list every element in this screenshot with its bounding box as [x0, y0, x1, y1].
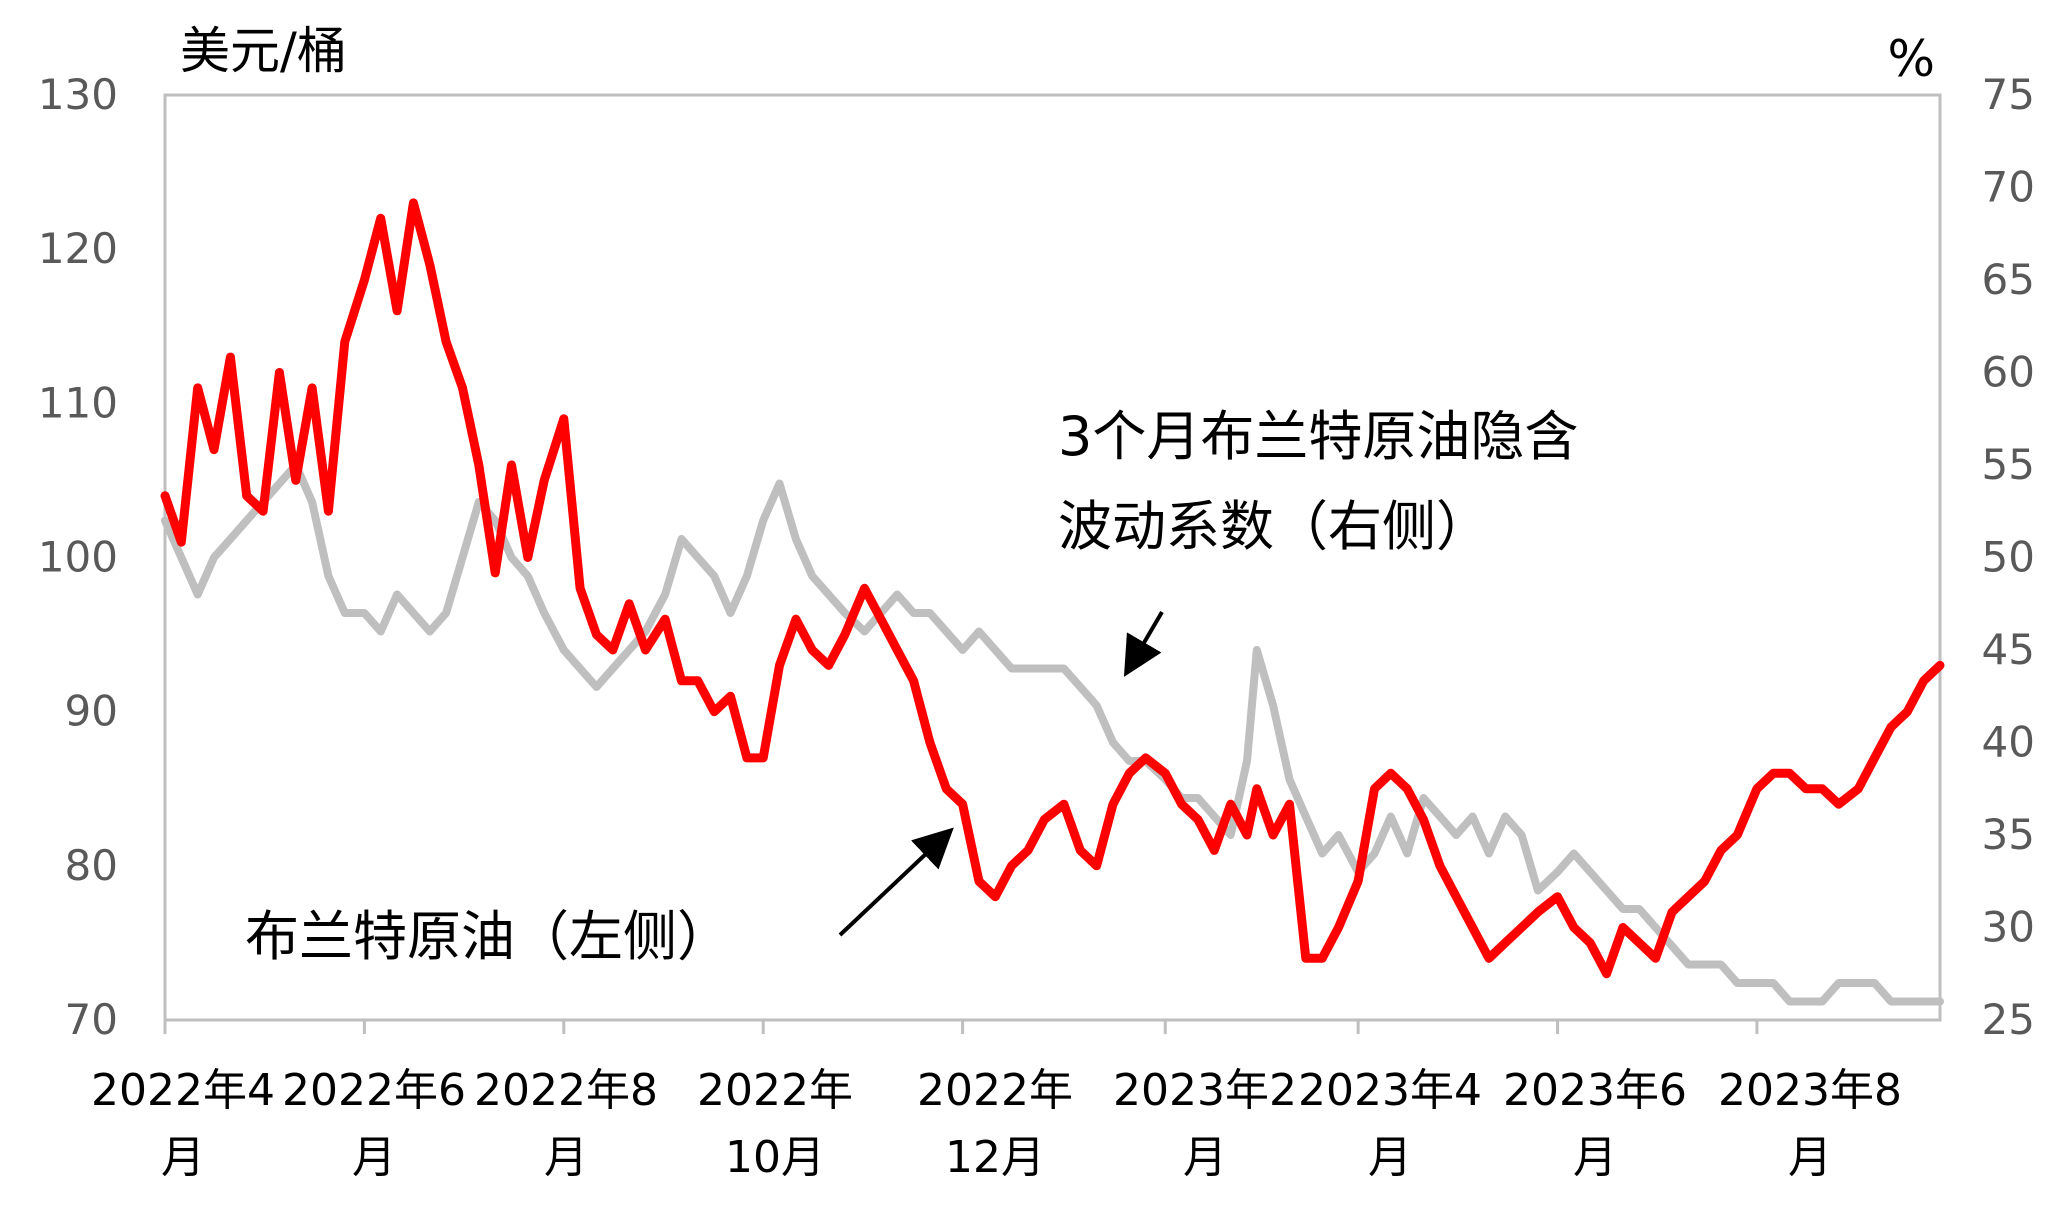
plot-frame	[163, 93, 1942, 1022]
right-axis-unit: %	[1887, 30, 1935, 88]
x-tick-label-line2: 月	[544, 1132, 588, 1183]
x-tick-label-line2: 月	[161, 1132, 205, 1183]
x-tick-label-line1: 2023年6	[1503, 1065, 1687, 1116]
right-tick-label: 75	[1982, 70, 2035, 119]
x-tick-label-line1: 2022年8	[474, 1065, 658, 1116]
x-axis: 2022年4 月 2022年6 月 2022年8 月 2022年 10月 2022年 12月 202…	[91, 1020, 1902, 1183]
vol-annotation-arrow	[1123, 610, 1164, 677]
x-tick-label-line1: 2022年	[917, 1065, 1073, 1116]
x-tick-label-line1: 2023年4	[1298, 1065, 1482, 1116]
x-tick-label-line1: 2023年2	[1113, 1065, 1297, 1116]
right-tick-label: 60	[1982, 348, 2035, 397]
right-tick-label: 55	[1982, 440, 2035, 489]
plot-border	[163, 93, 1942, 1022]
left-tick-label: 110	[38, 378, 118, 427]
right-tick-label: 30	[1982, 903, 2035, 952]
right-tick-label: 25	[1982, 995, 2035, 1044]
left-tick-label: 70	[65, 995, 118, 1044]
x-tick-label-line1: 2022年4	[91, 1065, 275, 1116]
right-tick-label: 50	[1982, 533, 2035, 582]
x-tick-label-line2: 月	[1573, 1132, 1617, 1183]
x-tick-label-line2: 月	[352, 1132, 396, 1183]
left-tick-label: 80	[65, 841, 118, 890]
right-tick-label: 45	[1982, 625, 2035, 674]
right-tick-label: 65	[1982, 255, 2035, 304]
x-tick-label-line2: 月	[1368, 1132, 1412, 1183]
x-tick-label-line2: 10月	[725, 1132, 825, 1183]
left-tick-label: 130	[38, 70, 118, 119]
x-tick-label-line2: 12月	[945, 1132, 1045, 1183]
right-tick-label: 35	[1982, 810, 2035, 859]
left-axis: 70 80 90 100 110 120 130	[38, 70, 118, 1044]
left-axis-unit: 美元/桶	[180, 22, 347, 80]
implied-volatility-line	[161, 461, 1944, 1006]
right-tick-label: 40	[1982, 718, 2035, 767]
x-tick-label-line2: 月	[1788, 1132, 1832, 1183]
left-tick-label: 90	[65, 687, 118, 736]
right-tick-label: 70	[1982, 163, 2035, 212]
x-tick-label-line1: 2022年	[697, 1065, 853, 1116]
x-tick-label-line2: 月	[1183, 1132, 1227, 1183]
left-tick-label: 100	[38, 533, 118, 582]
x-tick-label-line1: 2022年6	[282, 1065, 466, 1116]
right-axis: 25 30 35 40 45 50 55 60 65 70 75	[1982, 70, 2035, 1044]
series-layer	[160, 198, 1945, 1006]
brent-price-line	[160, 198, 1945, 979]
x-tick-label-line1: 2023年8	[1718, 1065, 1902, 1116]
vol-annotation-line2: 波动系数（右侧）	[1058, 495, 1490, 558]
left-tick-label: 120	[38, 224, 118, 273]
brent-annotation: 布兰特原油（左侧）	[245, 905, 731, 968]
brent-annotation-arrow	[838, 827, 954, 937]
vol-annotation-line1: 3个月布兰特原油隐含	[1058, 405, 1578, 468]
